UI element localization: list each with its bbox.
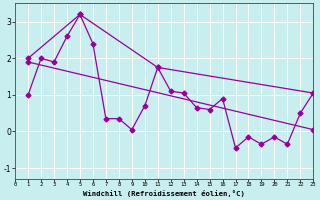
X-axis label: Windchill (Refroidissement éolien,°C): Windchill (Refroidissement éolien,°C) [83, 190, 245, 197]
